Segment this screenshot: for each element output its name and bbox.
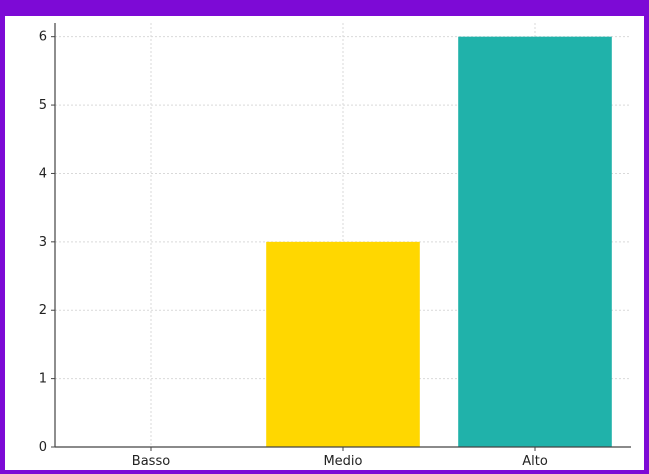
x-tick-label: Basso bbox=[132, 454, 170, 469]
x-tick-label: Alto bbox=[522, 454, 548, 469]
y-tick-label: 0 bbox=[39, 440, 47, 455]
y-tick-label: 2 bbox=[39, 303, 47, 318]
axes-layer bbox=[51, 23, 631, 451]
y-tick-label: 5 bbox=[39, 98, 47, 113]
x-tick-label: Medio bbox=[323, 454, 362, 469]
bars-layer bbox=[266, 36, 612, 447]
y-tick-label: 6 bbox=[39, 30, 47, 45]
top-border-band bbox=[0, 0, 649, 16]
bar-alto bbox=[458, 36, 612, 447]
labels-layer: 0 1 2 3 4 5 6 Basso Medio Alto bbox=[39, 30, 548, 469]
bar-medio bbox=[266, 241, 420, 447]
y-tick-label: 3 bbox=[39, 235, 47, 250]
y-tick-label: 4 bbox=[39, 166, 47, 181]
y-tick-label: 1 bbox=[39, 372, 47, 387]
